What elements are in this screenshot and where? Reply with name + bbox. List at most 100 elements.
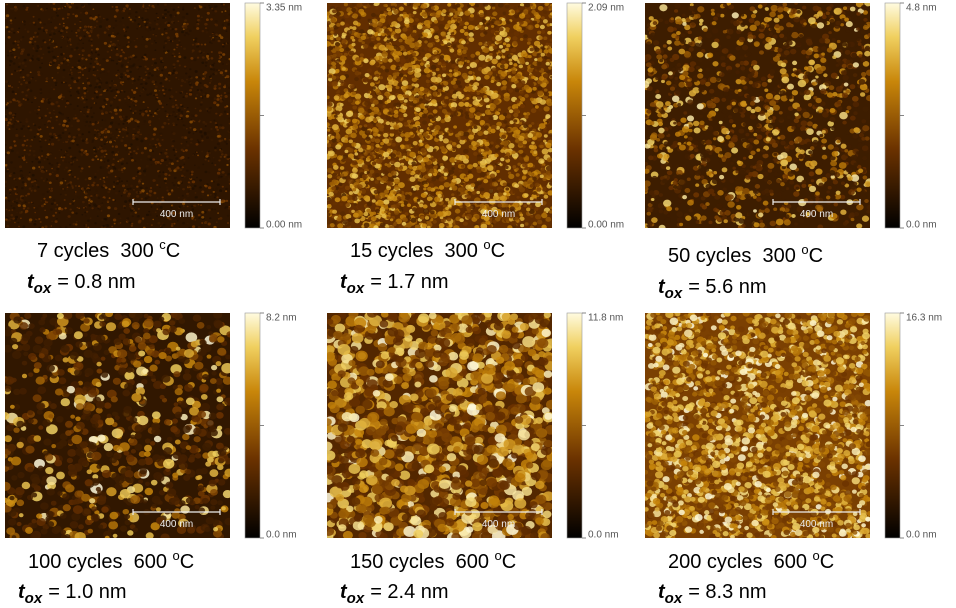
grain [187,206,189,208]
grain [149,110,151,112]
grain [156,203,159,205]
grain [201,193,204,195]
grain [106,104,108,106]
grain [15,216,18,218]
grain [197,15,200,18]
grain [132,21,135,23]
grain [142,217,145,219]
grain [451,167,455,170]
grain [208,5,210,7]
grain [107,51,109,53]
grain [395,137,402,143]
grain [55,178,58,180]
grain [423,109,428,113]
grain [113,85,116,88]
grain [109,56,111,58]
grain [128,153,130,155]
grain [46,170,48,171]
grain [484,142,489,147]
grain [226,164,228,166]
grain [41,9,44,11]
grain [116,63,118,65]
grain [224,156,226,158]
grain [202,164,204,166]
grain [153,116,155,117]
grain [201,211,204,214]
grain [201,44,203,46]
grain [198,221,201,223]
grain [107,70,110,73]
grain [475,51,480,55]
grain [529,82,534,87]
grain [173,22,175,24]
grain [49,34,52,36]
grain [172,111,174,113]
grain [60,94,62,96]
grain [209,107,212,109]
grain [180,85,182,87]
grain [327,168,333,173]
grain [188,190,190,192]
grain [109,141,112,144]
grain [103,154,105,156]
grain [168,119,170,121]
grain [215,34,218,37]
grain [37,109,40,111]
grain [21,187,24,190]
grain [186,79,188,81]
grain [374,190,379,194]
grain [367,202,372,206]
caption: 7 cycles 300 cC [37,237,180,262]
grain [64,188,67,191]
grain [72,160,74,162]
grain [57,105,60,107]
grain [72,5,75,7]
grain [21,71,23,72]
grain [54,43,57,45]
grain [219,189,222,192]
grain [131,225,133,227]
grain [219,217,222,220]
grain [181,113,183,115]
grain [116,182,119,185]
grain [35,207,38,210]
grain [158,118,160,120]
grain [222,171,225,174]
grain [224,110,227,112]
grain [56,12,58,13]
grain [60,53,63,56]
grain [401,163,404,166]
grain [214,72,217,75]
grain [67,220,69,222]
grain [201,222,203,224]
grain [213,181,215,183]
grain [163,93,165,95]
grain [532,177,537,181]
grain [110,137,112,139]
grain [339,183,343,186]
grain [91,207,93,209]
grain [8,36,11,39]
grain [88,3,91,5]
grain [14,9,17,12]
grain [206,85,209,88]
grain [442,67,446,71]
grain [76,119,79,122]
grain [75,117,78,119]
grain [213,14,215,16]
grain [117,151,119,153]
grain [99,107,102,110]
grain [170,96,172,98]
grain [153,84,155,86]
grain [8,121,11,124]
grain [69,55,72,58]
grain [204,221,207,224]
grain [123,191,126,194]
grain [349,191,353,195]
grain [104,120,106,122]
grain [51,220,53,222]
grain [544,45,547,48]
grain [29,187,32,189]
grain [117,91,120,94]
grain [93,152,95,154]
